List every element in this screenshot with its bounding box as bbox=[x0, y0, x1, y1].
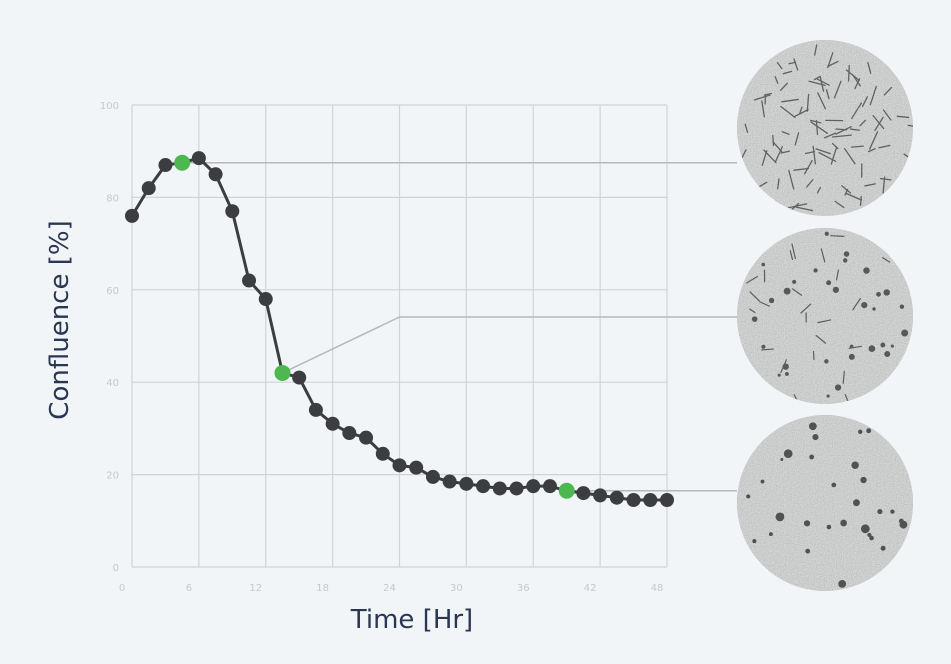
data-point bbox=[576, 486, 591, 501]
data-point bbox=[308, 402, 323, 417]
tick-labels: 0 6 12 18 24 30 36 42 48 0 20 40 60 80 100 bbox=[100, 101, 663, 594]
data-point bbox=[476, 479, 491, 494]
data-point bbox=[325, 416, 340, 431]
data-point bbox=[141, 181, 156, 196]
data-point bbox=[459, 476, 474, 491]
data-point bbox=[242, 273, 257, 288]
x-tick-label: 36 bbox=[517, 583, 530, 594]
high-confluence-cell-micrograph bbox=[737, 40, 913, 216]
data-point bbox=[375, 446, 390, 461]
data-point bbox=[342, 426, 357, 441]
medium-confluence-cell-micrograph bbox=[737, 228, 913, 404]
data-point bbox=[660, 493, 674, 508]
data-point bbox=[609, 490, 624, 505]
connector-line bbox=[282, 316, 737, 374]
x-tick-label: 24 bbox=[383, 583, 396, 594]
grid bbox=[131, 104, 668, 568]
data-point bbox=[643, 493, 658, 508]
data-point bbox=[626, 493, 641, 508]
data-point bbox=[492, 481, 507, 496]
x-tick-label: 30 bbox=[450, 583, 463, 594]
x-tick-label: 18 bbox=[316, 583, 329, 594]
y-tick-label: 0 bbox=[113, 563, 119, 574]
data-point bbox=[191, 151, 206, 166]
highlighted-point bbox=[174, 154, 191, 171]
x-tick-label: 42 bbox=[584, 583, 597, 594]
y-tick-label: 40 bbox=[106, 378, 119, 389]
data-points bbox=[125, 151, 674, 508]
y-axis-title: Confluence [%] bbox=[45, 220, 75, 419]
y-tick-label: 80 bbox=[106, 193, 119, 204]
x-tick-label: 0 bbox=[119, 583, 125, 594]
y-tick-label: 60 bbox=[106, 286, 119, 297]
data-point bbox=[359, 430, 374, 445]
low-confluence-cell-micrograph bbox=[737, 415, 913, 591]
data-point bbox=[158, 158, 173, 173]
highlighted-point bbox=[558, 482, 575, 499]
data-point bbox=[442, 474, 457, 489]
data-point bbox=[509, 481, 524, 496]
x-axis-title: Time [Hr] bbox=[350, 605, 473, 635]
data-point bbox=[542, 479, 557, 494]
data-point bbox=[258, 292, 273, 307]
data-point bbox=[526, 479, 541, 494]
y-tick-label: 20 bbox=[106, 471, 119, 482]
y-tick-label: 100 bbox=[100, 101, 119, 112]
data-point bbox=[409, 460, 424, 475]
x-tick-label: 48 bbox=[651, 583, 664, 594]
x-tick-label: 12 bbox=[249, 583, 262, 594]
data-point bbox=[292, 370, 307, 385]
x-tick-label: 6 bbox=[186, 583, 192, 594]
data-point bbox=[392, 458, 407, 473]
data-point bbox=[208, 167, 223, 182]
highlighted-point bbox=[274, 364, 291, 381]
micrograph-insets bbox=[737, 40, 913, 591]
data-point bbox=[225, 204, 240, 219]
data-point bbox=[425, 469, 440, 484]
data-point bbox=[593, 488, 608, 503]
data-point bbox=[125, 208, 139, 223]
